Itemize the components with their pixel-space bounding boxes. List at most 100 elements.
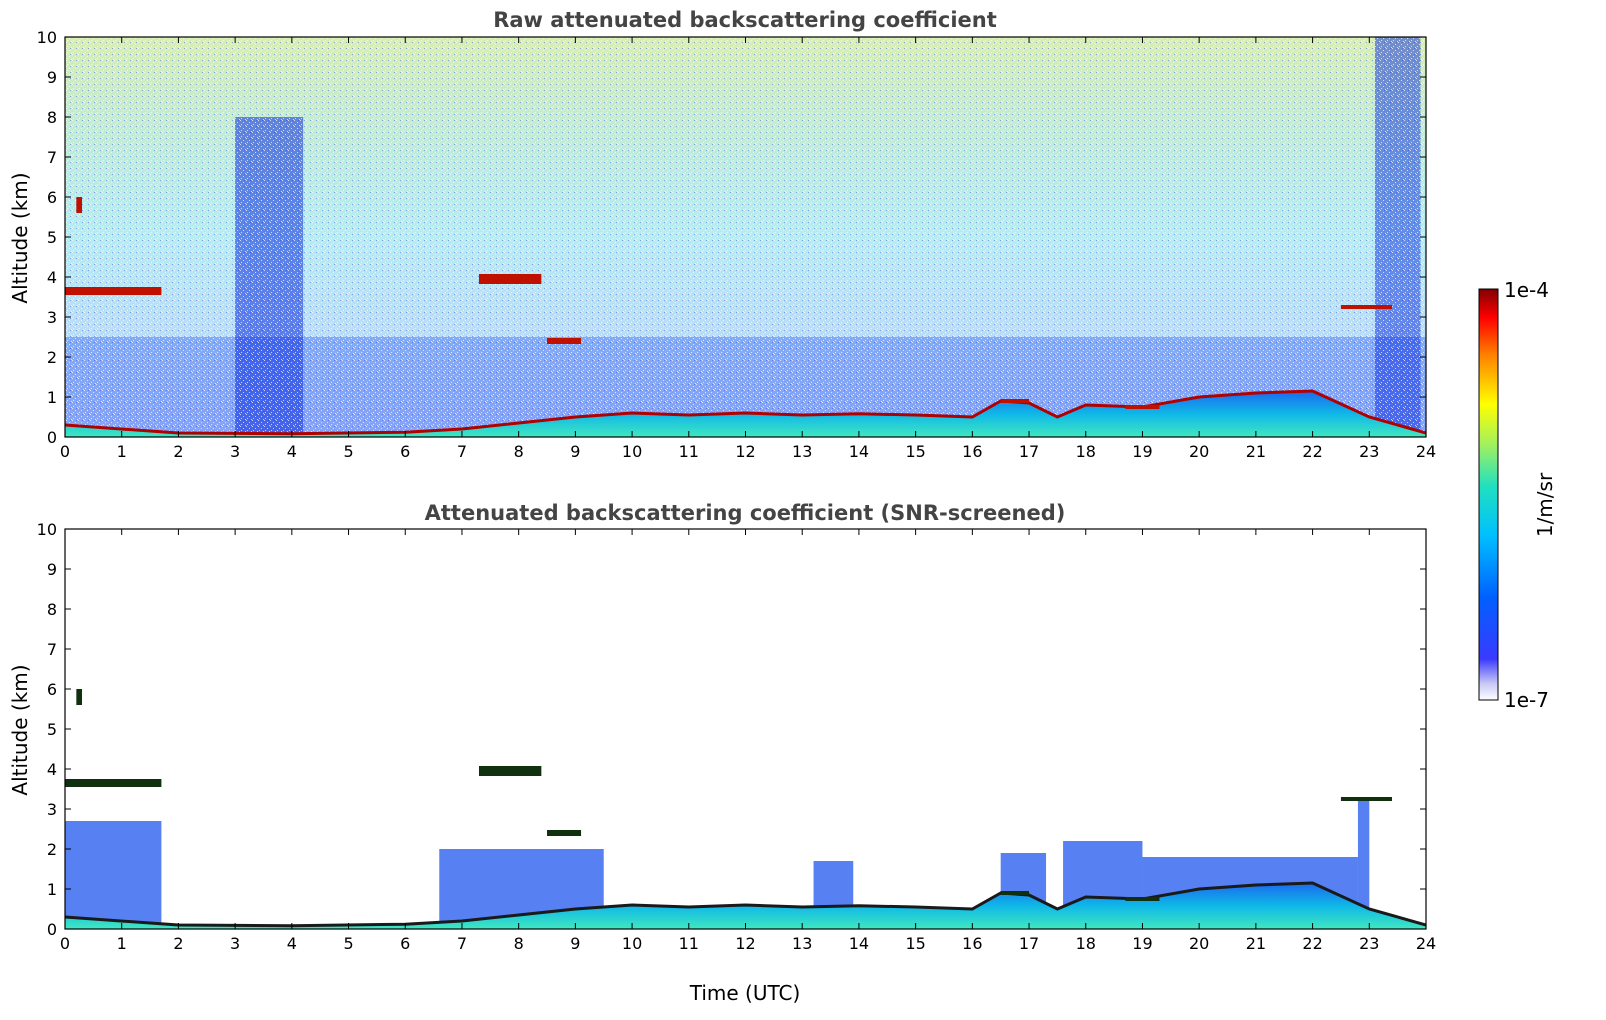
x-tick-label: 4 [287,934,297,953]
y-tick-label: 7 [47,148,57,167]
y-tick-label: 5 [47,720,57,739]
x-tick-label: 7 [457,442,467,461]
x-tick-label: 5 [343,442,353,461]
y-tick-label: 9 [47,560,57,579]
snr-panel-axes: 0 1 2 3 4 5 6 7 8 9 10 11 12 13 14 15 16 17 18 19 20 21 22 23 24… [37,520,1437,953]
y-tick-label: 2 [47,348,57,367]
y-tick-label: 6 [47,680,57,699]
x-tick-label: 17 [1019,934,1039,953]
cloud-layer-2 [478,766,542,776]
x-tick-label: 18 [1076,442,1096,461]
snr-panel-ylabel: Altitude (km) [8,664,32,795]
cloud-layer-6 [1125,405,1160,409]
raw-panel-ylabel: Altitude (km) [8,172,32,303]
y-tick-label: 3 [47,800,57,819]
y-tick-label: 2 [47,840,57,859]
colorbar-label: 1/m/sr [1533,472,1557,537]
cloud-layer-3 [547,338,582,344]
x-tick-label: 19 [1132,934,1152,953]
colorbar: 1e-4 1e-7 1/m/sr [1478,278,1557,712]
x-tick-label: 9 [570,442,580,461]
x-tick-label: 3 [230,934,240,953]
cloud-layer-5 [1000,891,1030,895]
x-tick-label: 15 [905,934,925,953]
x-tick-label: 11 [679,934,699,953]
cloud-layer-0 [65,287,162,295]
x-tick-label: 11 [679,442,699,461]
y-tick-label: 0 [47,428,57,447]
x-tick-label: 2 [173,442,183,461]
y-tick-label: 4 [47,760,57,779]
cloud-layer-1 [76,689,83,705]
snr-panel-title: Attenuated backscattering coefficient (S… [425,501,1066,525]
x-tick-label: 8 [514,934,524,953]
x-tick-label: 4 [287,442,297,461]
x-tick-label: 10 [622,442,642,461]
raw-heatmap [65,37,1426,437]
x-tick-label: 0 [60,934,70,953]
colorbar-max-label: 1e-4 [1504,278,1549,302]
colorbar-gradient [1478,288,1499,701]
y-tick-label: 1 [47,880,57,899]
x-tick-label: 24 [1416,442,1436,461]
x-tick-label: 12 [735,934,755,953]
x-tick-label: 3 [230,442,240,461]
y-tick-label: 6 [47,188,57,207]
y-tick-label: 10 [37,520,57,539]
snr-backscatter-panel: Attenuated backscattering coefficient (S… [8,501,1436,1005]
y-tick-label: 4 [47,268,57,287]
cloud-layer-1 [76,197,83,213]
cloud-layer-4 [1340,797,1392,801]
y-tick-label: 9 [47,68,57,87]
x-tick-label: 20 [1189,934,1209,953]
x-tick-label: 2 [173,934,183,953]
x-tick-label: 5 [343,934,353,953]
x-tick-label: 1 [117,442,127,461]
x-tick-label: 1 [117,934,127,953]
cloud-layer-4 [1340,305,1392,309]
x-tick-label: 6 [400,934,410,953]
noise-overlay [65,37,1426,437]
x-tick-label: 24 [1416,934,1436,953]
y-tick-label: 3 [47,308,57,327]
aerosol-patch-0 [65,821,162,929]
x-tick-label: 20 [1189,442,1209,461]
x-tick-label: 22 [1302,934,1322,953]
colorbar-min-label: 1e-7 [1504,688,1549,712]
aerosol-patch-6 [1357,797,1370,929]
y-tick-label: 8 [47,600,57,619]
y-tick-label: 1 [47,388,57,407]
x-tick-label: 19 [1132,442,1152,461]
snr-panel-xlabel: Time (UTC) [689,981,801,1005]
raw-backscatter-panel: Raw attenuated backscattering coefficien… [8,8,1436,461]
x-tick-label: 21 [1246,442,1266,461]
snr-heatmap [65,689,1426,929]
x-tick-label: 7 [457,934,467,953]
x-tick-label: 14 [849,934,869,953]
y-tick-label: 0 [47,920,57,939]
x-tick-label: 13 [792,934,812,953]
cloud-layer-3 [547,830,582,836]
y-tick-label: 5 [47,228,57,247]
x-tick-label: 13 [792,442,812,461]
x-tick-label: 0 [60,442,70,461]
y-tick-label: 8 [47,108,57,127]
x-tick-label: 17 [1019,442,1039,461]
x-tick-label: 10 [622,934,642,953]
cloud-layer-0 [65,779,162,787]
x-tick-label: 23 [1359,934,1379,953]
x-tick-label: 23 [1359,442,1379,461]
cloud-layer-5 [1000,399,1030,403]
x-tick-label: 15 [905,442,925,461]
y-tick-label: 10 [37,28,57,47]
x-tick-label: 16 [962,442,982,461]
x-tick-label: 18 [1076,934,1096,953]
cloud-layer-6 [1125,897,1160,901]
x-tick-label: 9 [570,934,580,953]
x-tick-label: 16 [962,934,982,953]
x-tick-label: 22 [1302,442,1322,461]
x-tick-label: 12 [735,442,755,461]
cloud-layer-2 [478,274,542,284]
y-tick-label: 7 [47,640,57,659]
